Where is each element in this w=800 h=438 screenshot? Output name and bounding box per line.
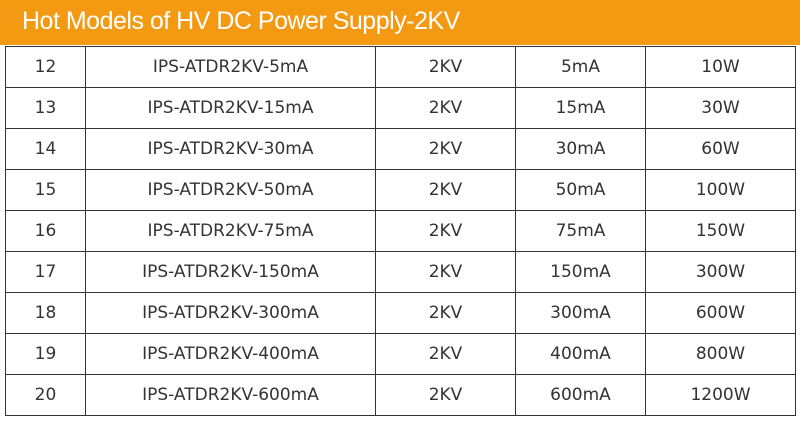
power: 300W xyxy=(645,251,796,293)
current: 15mA xyxy=(515,87,646,129)
table-row: 13 IPS-ATDR2KV-15mA 2KV 15mA 30W xyxy=(5,87,796,129)
header-title: Hot Models of HV DC Power Supply-2KV xyxy=(22,7,460,35)
current: 5mA xyxy=(515,46,646,88)
row-number: 12 xyxy=(5,46,86,88)
model-name: IPS-ATDR2KV-15mA xyxy=(85,87,376,129)
row-number: 17 xyxy=(5,251,86,293)
power: 150W xyxy=(645,210,796,252)
voltage: 2KV xyxy=(375,46,516,88)
model-name: IPS-ATDR2KV-150mA xyxy=(85,251,376,293)
voltage: 2KV xyxy=(375,210,516,252)
voltage: 2KV xyxy=(375,333,516,375)
voltage: 2KV xyxy=(375,128,516,170)
voltage: 2KV xyxy=(375,292,516,334)
table-row: 19 IPS-ATDR2KV-400mA 2KV 400mA 800W xyxy=(5,333,796,375)
row-number: 19 xyxy=(5,333,86,375)
power: 800W xyxy=(645,333,796,375)
row-number: 18 xyxy=(5,292,86,334)
current: 400mA xyxy=(515,333,646,375)
current: 300mA xyxy=(515,292,646,334)
model-name: IPS-ATDR2KV-400mA xyxy=(85,333,376,375)
model-name: IPS-ATDR2KV-50mA xyxy=(85,169,376,211)
current: 75mA xyxy=(515,210,646,252)
header-bar: Hot Models of HV DC Power Supply-2KV xyxy=(0,0,800,45)
table-row: 15 IPS-ATDR2KV-50mA 2KV 50mA 100W xyxy=(5,169,796,211)
current: 50mA xyxy=(515,169,646,211)
power: 60W xyxy=(645,128,796,170)
row-number: 16 xyxy=(5,210,86,252)
power: 1200W xyxy=(645,374,796,416)
voltage: 2KV xyxy=(375,251,516,293)
models-table: 12 IPS-ATDR2KV-5mA 2KV 5mA 10W 13 IPS-ATDR2KV-… xyxy=(5,46,796,416)
power: 10W xyxy=(645,46,796,88)
table-row: 17 IPS-ATDR2KV-150mA 2KV 150mA 300W xyxy=(5,251,796,293)
row-number: 20 xyxy=(5,374,86,416)
model-name: IPS-ATDR2KV-30mA xyxy=(85,128,376,170)
current: 150mA xyxy=(515,251,646,293)
current: 600mA xyxy=(515,374,646,416)
model-name: IPS-ATDR2KV-300mA xyxy=(85,292,376,334)
voltage: 2KV xyxy=(375,169,516,211)
table-row: 16 IPS-ATDR2KV-75mA 2KV 75mA 150W xyxy=(5,210,796,252)
model-name: IPS-ATDR2KV-5mA xyxy=(85,46,376,88)
model-name: IPS-ATDR2KV-75mA xyxy=(85,210,376,252)
table-row: 14 IPS-ATDR2KV-30mA 2KV 30mA 60W xyxy=(5,128,796,170)
table-row: 18 IPS-ATDR2KV-300mA 2KV 300mA 600W xyxy=(5,292,796,334)
power: 30W xyxy=(645,87,796,129)
power: 600W xyxy=(645,292,796,334)
table-row: 12 IPS-ATDR2KV-5mA 2KV 5mA 10W xyxy=(5,46,796,88)
voltage: 2KV xyxy=(375,374,516,416)
voltage: 2KV xyxy=(375,87,516,129)
power: 100W xyxy=(645,169,796,211)
table-row: 20 IPS-ATDR2KV-600mA 2KV 600mA 1200W xyxy=(5,374,796,416)
row-number: 15 xyxy=(5,169,86,211)
current: 30mA xyxy=(515,128,646,170)
model-name: IPS-ATDR2KV-600mA xyxy=(85,374,376,416)
row-number: 14 xyxy=(5,128,86,170)
row-number: 13 xyxy=(5,87,86,129)
